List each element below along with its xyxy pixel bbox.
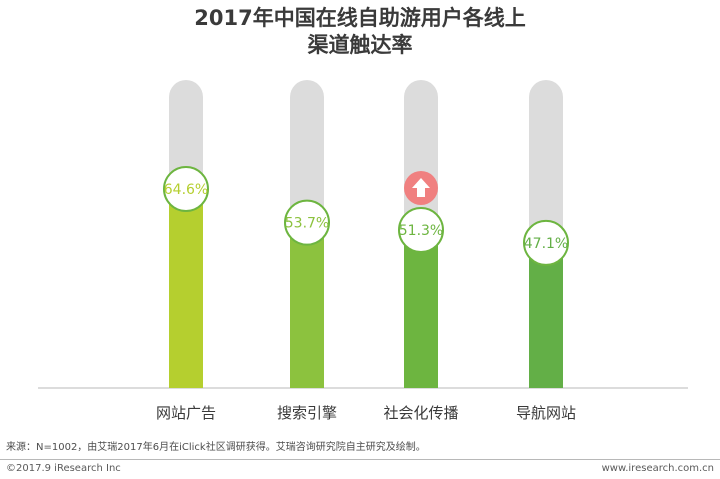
source-note: 来源：N=1002，由艾瑞2017年6月在iClick社区调研获得。艾瑞咨询研究… bbox=[6, 442, 426, 453]
bar-4 bbox=[529, 242, 563, 388]
value-label-circle bbox=[163, 166, 209, 213]
category-label-3: 社会化传播 bbox=[383, 404, 458, 422]
footer-website: www.iresearch.com.cn bbox=[601, 463, 714, 474]
data-label-3: 51.3% bbox=[399, 223, 443, 239]
category-label-4: 导航网站 bbox=[516, 404, 576, 422]
up-arrow-icon bbox=[404, 170, 438, 205]
chart-title-line-2: 渠道触达率 bbox=[307, 33, 413, 57]
value-label-circle bbox=[284, 199, 330, 246]
bar-1 bbox=[169, 189, 203, 388]
footer-copyright: ©2017.9 iResearch Inc bbox=[6, 463, 121, 474]
footer-divider bbox=[0, 459, 720, 460]
value-label-circle bbox=[398, 206, 444, 253]
category-label-1: 网站广告 bbox=[156, 404, 216, 422]
chart-title-line-1: 2017年中国在线自助游用户各线上 bbox=[194, 6, 526, 30]
value-label-circle bbox=[523, 219, 569, 266]
data-label-1: 64.6% bbox=[164, 182, 208, 198]
category-label-2: 搜索引擎 bbox=[277, 404, 337, 422]
bar-3 bbox=[404, 229, 438, 388]
bar-2 bbox=[290, 222, 324, 388]
data-label-2: 53.7% bbox=[285, 216, 329, 232]
data-label-4: 47.1% bbox=[524, 236, 568, 252]
